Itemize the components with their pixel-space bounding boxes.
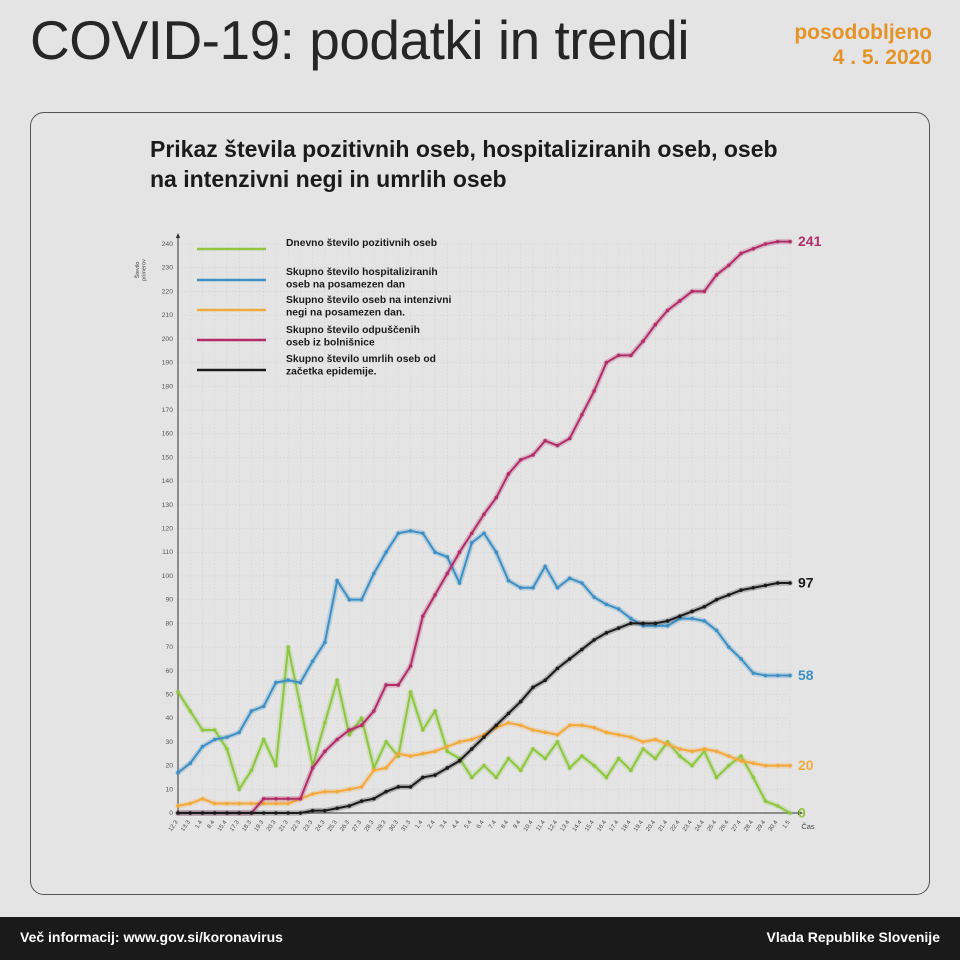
svg-text:26.4: 26.4 bbox=[719, 819, 731, 833]
svg-text:22.3: 22.3 bbox=[290, 819, 302, 833]
svg-text:23.3: 23.3 bbox=[303, 819, 315, 833]
svg-text:19.3: 19.3 bbox=[254, 819, 266, 833]
svg-text:22.4: 22.4 bbox=[670, 819, 682, 833]
svg-text:241: 241 bbox=[798, 233, 822, 249]
svg-text:15.4: 15.4 bbox=[217, 819, 229, 833]
svg-text:30.3: 30.3 bbox=[388, 819, 400, 833]
svg-text:200: 200 bbox=[162, 336, 174, 343]
svg-text:80: 80 bbox=[165, 620, 173, 627]
svg-text:100: 100 bbox=[162, 573, 174, 580]
svg-text:130: 130 bbox=[162, 502, 174, 509]
svg-text:21.4: 21.4 bbox=[658, 819, 670, 833]
svg-text:29.4: 29.4 bbox=[756, 819, 768, 833]
svg-text:15.4: 15.4 bbox=[584, 819, 596, 833]
svg-text:27.3: 27.3 bbox=[352, 819, 364, 833]
svg-text:21.3: 21.3 bbox=[278, 819, 290, 833]
svg-text:18.3: 18.3 bbox=[241, 819, 253, 833]
svg-text:13.4: 13.4 bbox=[560, 819, 572, 833]
svg-text:31.3: 31.3 bbox=[401, 819, 413, 833]
svg-text:97: 97 bbox=[798, 575, 814, 591]
svg-text:negi na posamezen dan.: negi na posamezen dan. bbox=[286, 307, 405, 318]
svg-text:23.4: 23.4 bbox=[682, 819, 694, 833]
svg-text:12.4: 12.4 bbox=[547, 819, 559, 833]
svg-text:140: 140 bbox=[162, 478, 174, 485]
svg-text:50: 50 bbox=[165, 691, 173, 698]
svg-text:1.5: 1.5 bbox=[782, 819, 792, 830]
svg-text:0: 0 bbox=[798, 805, 806, 821]
svg-text:2.4: 2.4 bbox=[427, 819, 437, 830]
svg-text:29.3: 29.3 bbox=[376, 819, 388, 833]
svg-text:Skupno število odpuščenih: Skupno število odpuščenih bbox=[286, 325, 420, 336]
svg-text:1.4: 1.4 bbox=[415, 819, 425, 830]
svg-text:3.4: 3.4 bbox=[439, 819, 449, 830]
svg-text:7.4: 7.4 bbox=[488, 819, 498, 830]
svg-text:24.4: 24.4 bbox=[694, 819, 706, 833]
svg-text:28.3: 28.3 bbox=[364, 819, 376, 833]
svg-text:14.4: 14.4 bbox=[572, 819, 584, 833]
svg-text:150: 150 bbox=[162, 454, 174, 461]
svg-text:oseb iz bolnišnice: oseb iz bolnišnice bbox=[286, 337, 375, 348]
svg-text:10.4: 10.4 bbox=[523, 819, 535, 833]
svg-text:9.4: 9.4 bbox=[513, 819, 523, 830]
svg-text:58: 58 bbox=[798, 667, 814, 683]
svg-text:26.3: 26.3 bbox=[339, 819, 351, 833]
svg-text:primerov: primerov bbox=[142, 259, 148, 281]
svg-text:Čas: Čas bbox=[801, 822, 815, 831]
svg-text:240: 240 bbox=[162, 241, 174, 248]
svg-text:20.3: 20.3 bbox=[266, 819, 278, 833]
svg-text:12.3: 12.3 bbox=[168, 819, 180, 833]
svg-text:11.4: 11.4 bbox=[535, 819, 547, 832]
svg-text:Skupno število hospitalizirani: Skupno število hospitaliziranih bbox=[286, 267, 438, 278]
svg-text:30: 30 bbox=[165, 739, 173, 746]
svg-text:170: 170 bbox=[162, 407, 174, 414]
svg-text:190: 190 bbox=[162, 360, 174, 367]
svg-text:160: 160 bbox=[162, 431, 174, 438]
svg-text:90: 90 bbox=[165, 597, 173, 604]
svg-text:24.3: 24.3 bbox=[315, 819, 327, 833]
svg-text:začetka epidemije.: začetka epidemije. bbox=[286, 366, 377, 377]
svg-text:17.3: 17.3 bbox=[229, 819, 241, 833]
svg-text:40: 40 bbox=[165, 715, 173, 722]
svg-text:20.4: 20.4 bbox=[645, 819, 657, 833]
svg-text:8.4: 8.4 bbox=[500, 819, 510, 830]
svg-text:25.4: 25.4 bbox=[707, 819, 719, 833]
svg-text:1.4: 1.4 bbox=[194, 819, 204, 830]
svg-text:17.4: 17.4 bbox=[609, 819, 621, 833]
svg-text:10: 10 bbox=[165, 786, 173, 793]
svg-text:5.4: 5.4 bbox=[464, 819, 474, 830]
svg-text:18.4: 18.4 bbox=[621, 819, 633, 833]
svg-text:30.4: 30.4 bbox=[768, 819, 780, 833]
svg-text:220: 220 bbox=[162, 288, 174, 295]
svg-text:110: 110 bbox=[162, 549, 173, 556]
svg-text:6.4: 6.4 bbox=[476, 819, 486, 830]
svg-text:70: 70 bbox=[165, 644, 173, 651]
svg-text:19.4: 19.4 bbox=[633, 819, 645, 833]
svg-text:8.4: 8.4 bbox=[207, 819, 217, 830]
svg-text:20: 20 bbox=[798, 757, 814, 773]
svg-text:28.4: 28.4 bbox=[743, 819, 755, 833]
svg-text:120: 120 bbox=[162, 526, 174, 533]
svg-text:13.3: 13.3 bbox=[180, 819, 192, 833]
svg-text:Število: Število bbox=[134, 262, 141, 279]
svg-text:Dnevno število pozitivnih oseb: Dnevno število pozitivnih oseb bbox=[286, 238, 437, 249]
svg-text:4.4: 4.4 bbox=[451, 819, 461, 830]
svg-text:27.4: 27.4 bbox=[731, 819, 743, 833]
svg-text:16.4: 16.4 bbox=[596, 819, 608, 833]
svg-text:Skupno število umrlih oseb od: Skupno število umrlih oseb od bbox=[286, 354, 436, 365]
svg-text:60: 60 bbox=[165, 668, 173, 675]
svg-text:20: 20 bbox=[165, 763, 173, 770]
svg-text:0: 0 bbox=[169, 810, 173, 817]
svg-text:oseb na posamezen dan: oseb na posamezen dan bbox=[286, 279, 405, 290]
svg-text:180: 180 bbox=[162, 383, 174, 390]
svg-text:230: 230 bbox=[162, 265, 174, 272]
svg-text:210: 210 bbox=[162, 312, 174, 319]
svg-text:25.3: 25.3 bbox=[327, 819, 339, 833]
svg-text:Skupno število oseb na intenzi: Skupno število oseb na intenzivni bbox=[286, 295, 451, 306]
